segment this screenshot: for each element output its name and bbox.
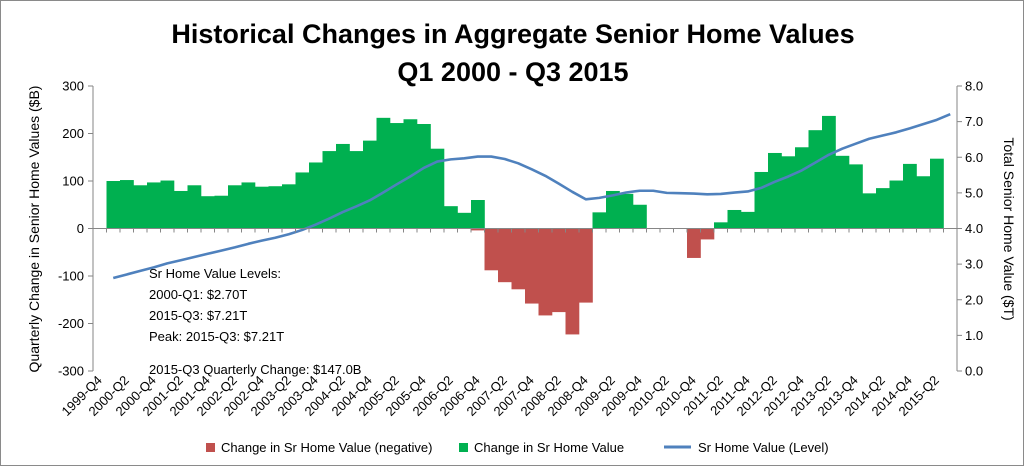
bar-change [916, 176, 931, 229]
bar-change [903, 163, 917, 229]
y-right-tick-label: 2.0 [965, 292, 983, 307]
annotation-line: 2000-Q1: $2.70T [149, 287, 247, 302]
bar-change [592, 212, 607, 229]
chart-subtitle: Q1 2000 - Q3 2015 [397, 57, 628, 87]
bar-change [930, 158, 944, 229]
bar-change [160, 180, 175, 229]
bar-negative [700, 228, 715, 240]
y-left-tick-label: 0 [77, 221, 84, 236]
bar-change [376, 117, 391, 229]
bar-change [727, 209, 742, 229]
bar-change [322, 151, 337, 229]
legend-label-change: Change in Sr Home Value [474, 440, 624, 455]
annotation-line: Sr Home Value Levels: [149, 266, 281, 281]
bar-change [619, 193, 634, 229]
bar-change [889, 180, 904, 229]
bar-negative [525, 228, 539, 304]
y-left-tick-label: 300 [62, 79, 84, 94]
bar-change [471, 200, 485, 229]
bar-negative [538, 228, 553, 316]
legend-label-level: Sr Home Value (Level) [698, 440, 829, 455]
bar-negative [565, 228, 580, 335]
y-left-tick-label: -200 [58, 316, 84, 331]
y-right-axis-title: Total Senior Home Value ($T) [1001, 137, 1017, 320]
bar-change [255, 186, 269, 229]
bar-change [147, 182, 161, 229]
bar-change [363, 140, 377, 229]
bar-change [808, 130, 823, 229]
bar-change [309, 162, 323, 229]
chart-title: Historical Changes in Aggregate Senior H… [171, 19, 854, 49]
bar-change [241, 182, 256, 229]
bar-change [336, 143, 350, 229]
y-right-tick-label: 6.0 [965, 150, 983, 165]
y-left-axis-title: Quarterly Change in Senior Home Values (… [26, 86, 42, 373]
bar-change [795, 147, 809, 229]
bar-change [282, 184, 296, 229]
bar-change [120, 180, 134, 229]
annotation-line: 2015-Q3 Quarterly Change: $147.0B [149, 362, 361, 377]
bar-change [606, 190, 620, 229]
legend-label-negative: Change in Sr Home Value (negative) [221, 440, 433, 455]
bar-change [430, 148, 445, 229]
bar-change [201, 196, 215, 229]
y-left-tick-label: 200 [62, 126, 84, 141]
bar-change [214, 195, 229, 229]
y-right-tick-label: 1.0 [965, 328, 983, 343]
bar-change [403, 119, 418, 229]
y-right-tick-label: 5.0 [965, 185, 983, 200]
bar-change [457, 212, 472, 229]
bar-change [106, 181, 121, 229]
bar-change [781, 156, 796, 229]
bar-change [187, 185, 202, 229]
annotation-line: 2015-Q3: $7.21T [149, 308, 247, 323]
annotation-block: Sr Home Value Levels: 2000-Q1: $2.70T 20… [149, 266, 361, 377]
y-right-tick-label: 8.0 [965, 79, 983, 94]
bar-change [133, 185, 148, 229]
bar-change [633, 204, 647, 229]
legend-swatch-change [459, 443, 468, 452]
line-layer [112, 112, 951, 280]
bar-change [268, 186, 283, 229]
bar-negative [511, 228, 526, 290]
bar-change [228, 185, 242, 229]
y-right-tick-label: 0.0 [965, 364, 983, 379]
bar-negative [498, 228, 512, 283]
bar-negative [484, 228, 499, 271]
bar-change [862, 193, 877, 229]
bar-change [174, 190, 188, 229]
bar-change [835, 155, 850, 229]
legend: Change in Sr Home Value (negative) Chang… [206, 440, 829, 455]
bar-change [714, 222, 728, 229]
y-right-tick-label: 4.0 [965, 221, 983, 236]
bar-change [754, 171, 769, 229]
bar-change [390, 123, 404, 229]
legend-swatch-negative [206, 443, 215, 452]
bar-change [349, 151, 364, 229]
bar-change [822, 115, 836, 229]
y-right-tick-label: 7.0 [965, 114, 983, 129]
bar-change [295, 172, 310, 229]
y-left-tick-label: -100 [58, 269, 84, 284]
series-line-level [112, 112, 951, 280]
bars-layer [106, 115, 944, 335]
bar-change [444, 206, 458, 229]
bar-negative [687, 228, 701, 258]
bar-negative [471, 228, 485, 231]
bar-negative [579, 228, 593, 303]
bar-change [741, 211, 755, 229]
y-right-tick-label: 3.0 [965, 257, 983, 272]
bar-change [876, 188, 890, 229]
bar-change [768, 152, 782, 229]
annotation-line: Peak: 2015-Q3: $7.21T [149, 329, 284, 344]
y-left-tick-label: 100 [62, 174, 84, 189]
bar-change [417, 124, 431, 229]
bar-change [849, 164, 863, 229]
y-left-tick-label: -300 [58, 364, 84, 379]
bar-negative [552, 228, 566, 313]
